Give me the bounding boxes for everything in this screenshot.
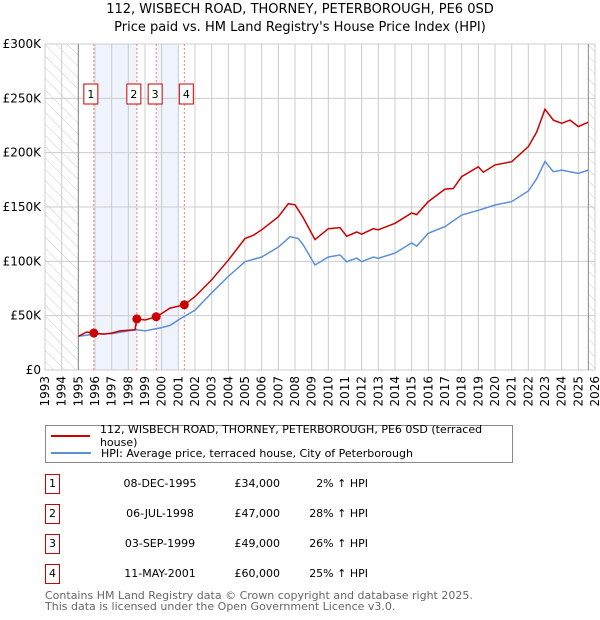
sale-point: [179, 300, 189, 310]
x-tick-label: 2021: [505, 376, 519, 407]
x-tick-label: 2011: [338, 376, 352, 407]
legend-label-property: 112, WISBECH ROAD, THORNEY, PETERBOROUGH…: [99, 423, 483, 449]
x-tick-label: 2002: [188, 376, 202, 407]
sale-badge-label: 2: [130, 88, 137, 101]
x-tick-label: 2008: [288, 376, 302, 407]
sale-hpi-change: 28% ↑ HPI: [309, 507, 368, 520]
x-tick-label: 2019: [471, 376, 485, 407]
series-line: [77, 107, 589, 337]
legend-swatch-property: [51, 435, 90, 437]
sale-hpi-change: 2% ↑ HPI: [316, 477, 368, 490]
sale-hpi-change: 26% ↑ HPI: [309, 537, 368, 550]
legend-swatch-hpi: [51, 452, 91, 454]
sale-price: £60,000: [234, 567, 281, 580]
x-tick-label: 2005: [238, 376, 252, 407]
x-tick-label: 2022: [521, 376, 535, 407]
x-tick-label: 2012: [355, 376, 369, 407]
x-tick-label: 1995: [71, 376, 85, 407]
x-tick-label: 2017: [438, 376, 452, 407]
y-tick-label: £50K: [10, 309, 42, 323]
sale-number-badge: 2: [45, 504, 60, 524]
x-tick-label: 2018: [455, 376, 469, 407]
x-tick-label: 2025: [571, 376, 585, 407]
sale-badge-box: [83, 83, 99, 105]
x-tick-label: 2000: [155, 376, 169, 407]
x-tick-label: 2003: [205, 376, 219, 407]
x-tick-label: 2014: [388, 376, 402, 407]
x-tick-label: 2009: [305, 376, 319, 407]
x-tick-label: 2016: [421, 376, 435, 407]
sale-price: £34,000: [234, 477, 281, 490]
legend-label-hpi: HPI: Average price, terraced house, City…: [101, 446, 413, 460]
x-tick-label: 1997: [105, 376, 119, 407]
x-tick-label: 2015: [405, 376, 419, 407]
sale-hpi-change: 25% ↑ HPI: [309, 567, 368, 580]
x-tick-label: 2007: [271, 376, 285, 407]
y-tick-label: £250K: [3, 91, 43, 105]
chart-title: 112, WISBECH ROAD, THORNEY, PETERBOROUGH…: [106, 2, 494, 17]
footer-licence: This data is licensed under the Open Gov…: [45, 600, 396, 613]
chart-subtitle: Price paid vs. HM Land Registry's House …: [114, 20, 486, 35]
sale-date: 06-JUL-1998: [126, 507, 194, 520]
sale-number-badge: 3: [45, 534, 60, 554]
sale-point: [89, 328, 99, 338]
x-tick-label: 1996: [88, 376, 102, 407]
x-tick-label: 2001: [171, 376, 185, 407]
legend: 112, WISBECH ROAD, THORNEY, PETERBOROUGH…: [45, 423, 513, 463]
y-tick-label: £150K: [3, 200, 43, 214]
y-tick-label: £300K: [3, 37, 43, 51]
sale-date: 08-DEC-1995: [123, 477, 197, 490]
sale-price: £49,000: [234, 537, 281, 550]
price-chart: 1993 1994 1995 1996 1997 1998 1999 2000 2001 2002…: [3, 37, 600, 407]
x-tick-label: 2006: [255, 376, 269, 407]
sale-badge-label: 4: [183, 88, 190, 101]
sale-price: £47,000: [234, 507, 281, 520]
sale-badge-box: [147, 83, 163, 105]
x-tick-label: 2010: [321, 376, 335, 407]
sale-badge-box: [126, 83, 142, 105]
sale-badge-label: 1: [87, 88, 94, 101]
x-tick-label: 1993: [38, 376, 52, 407]
sale-date: 11-MAY-2001: [124, 567, 196, 580]
sale-point: [132, 314, 142, 324]
footer-copyright: Contains HM Land Registry data © Crown c…: [45, 589, 473, 602]
x-tick-label: 2013: [371, 376, 385, 407]
sale-point: [151, 312, 161, 322]
sale-number-badge: 4: [45, 564, 60, 584]
x-tick-label: 1999: [138, 376, 152, 407]
x-tick-label: 2023: [538, 376, 552, 407]
sale-date: 03-SEP-1999: [124, 537, 196, 550]
x-tick-label: 2020: [488, 376, 502, 407]
y-tick-label: £0: [26, 363, 41, 377]
x-tick-label: 2026: [588, 376, 600, 407]
sale-badge-label: 3: [152, 88, 159, 101]
y-tick-label: £100K: [3, 254, 43, 268]
x-tick-label: 2024: [555, 376, 569, 407]
y-tick-label: £200K: [3, 146, 43, 160]
sale-badge-box: [178, 83, 194, 105]
series-line: [78, 160, 589, 338]
x-tick-label: 2004: [221, 376, 235, 407]
sale-number-badge: 1: [45, 474, 60, 494]
x-tick-label: 1998: [121, 376, 135, 407]
x-tick-label: 1994: [55, 376, 69, 407]
